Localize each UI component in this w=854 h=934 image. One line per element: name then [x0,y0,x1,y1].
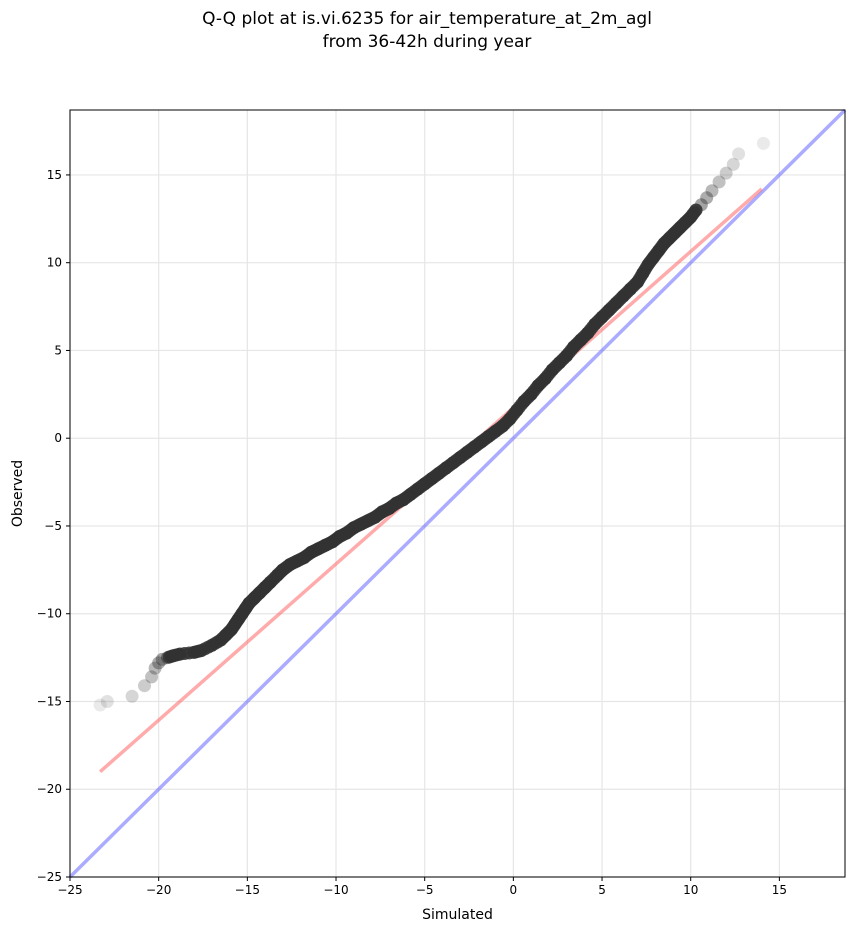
data-point [719,166,733,180]
x-tick-label: −15 [235,883,260,897]
y-tick-label: −10 [37,607,62,621]
data-point [137,679,151,693]
chart-title: Q-Q plot at is.vi.6235 for air_temperatu… [0,8,854,54]
y-tick-label: 0 [54,431,62,445]
y-tick-label: 10 [47,256,62,270]
data-point [726,157,740,171]
data-point [732,147,746,161]
y-tick-label: −25 [37,870,62,884]
data-point [689,203,703,217]
x-tick-label: 15 [772,883,787,897]
data-point [148,661,162,675]
reference-lines [68,108,847,879]
y-axis-label: Observed [10,460,26,527]
plot-frame [69,109,846,878]
y-axis-ticks: −25 −20 −15 −10 −5 0 5 10 15 [37,168,70,884]
y-tick-label: 15 [47,168,62,182]
x-tick-label: −10 [323,883,348,897]
data-point [100,694,114,708]
data-point [125,689,139,703]
x-tick-label: 0 [510,883,518,897]
y-tick-label: 5 [54,343,62,357]
x-tick-label: 5 [598,883,606,897]
data-point [145,670,159,684]
y-tick-label: −5 [44,519,62,533]
data-point [705,184,719,198]
x-tick-label: −25 [57,883,82,897]
data-point [93,698,107,712]
identity-line [68,108,847,879]
chart-title-line-1: Q-Q plot at is.vi.6235 for air_temperatu… [202,9,652,29]
x-tick-label: 10 [683,883,698,897]
x-axis-label: Simulated [422,907,493,923]
y-tick-label: −20 [37,782,62,796]
data-point [756,136,770,150]
chart-title-line-2: from 36-42h during year [322,32,532,52]
x-axis-ticks: −25 −20 −15 −10 −5 0 5 10 15 [57,877,787,897]
x-tick-label: −20 [146,883,171,897]
scatter-points [93,136,770,712]
y-tick-label: −15 [37,694,62,708]
data-point [700,191,714,205]
x-tick-label: −5 [416,883,434,897]
data-point [712,175,726,189]
